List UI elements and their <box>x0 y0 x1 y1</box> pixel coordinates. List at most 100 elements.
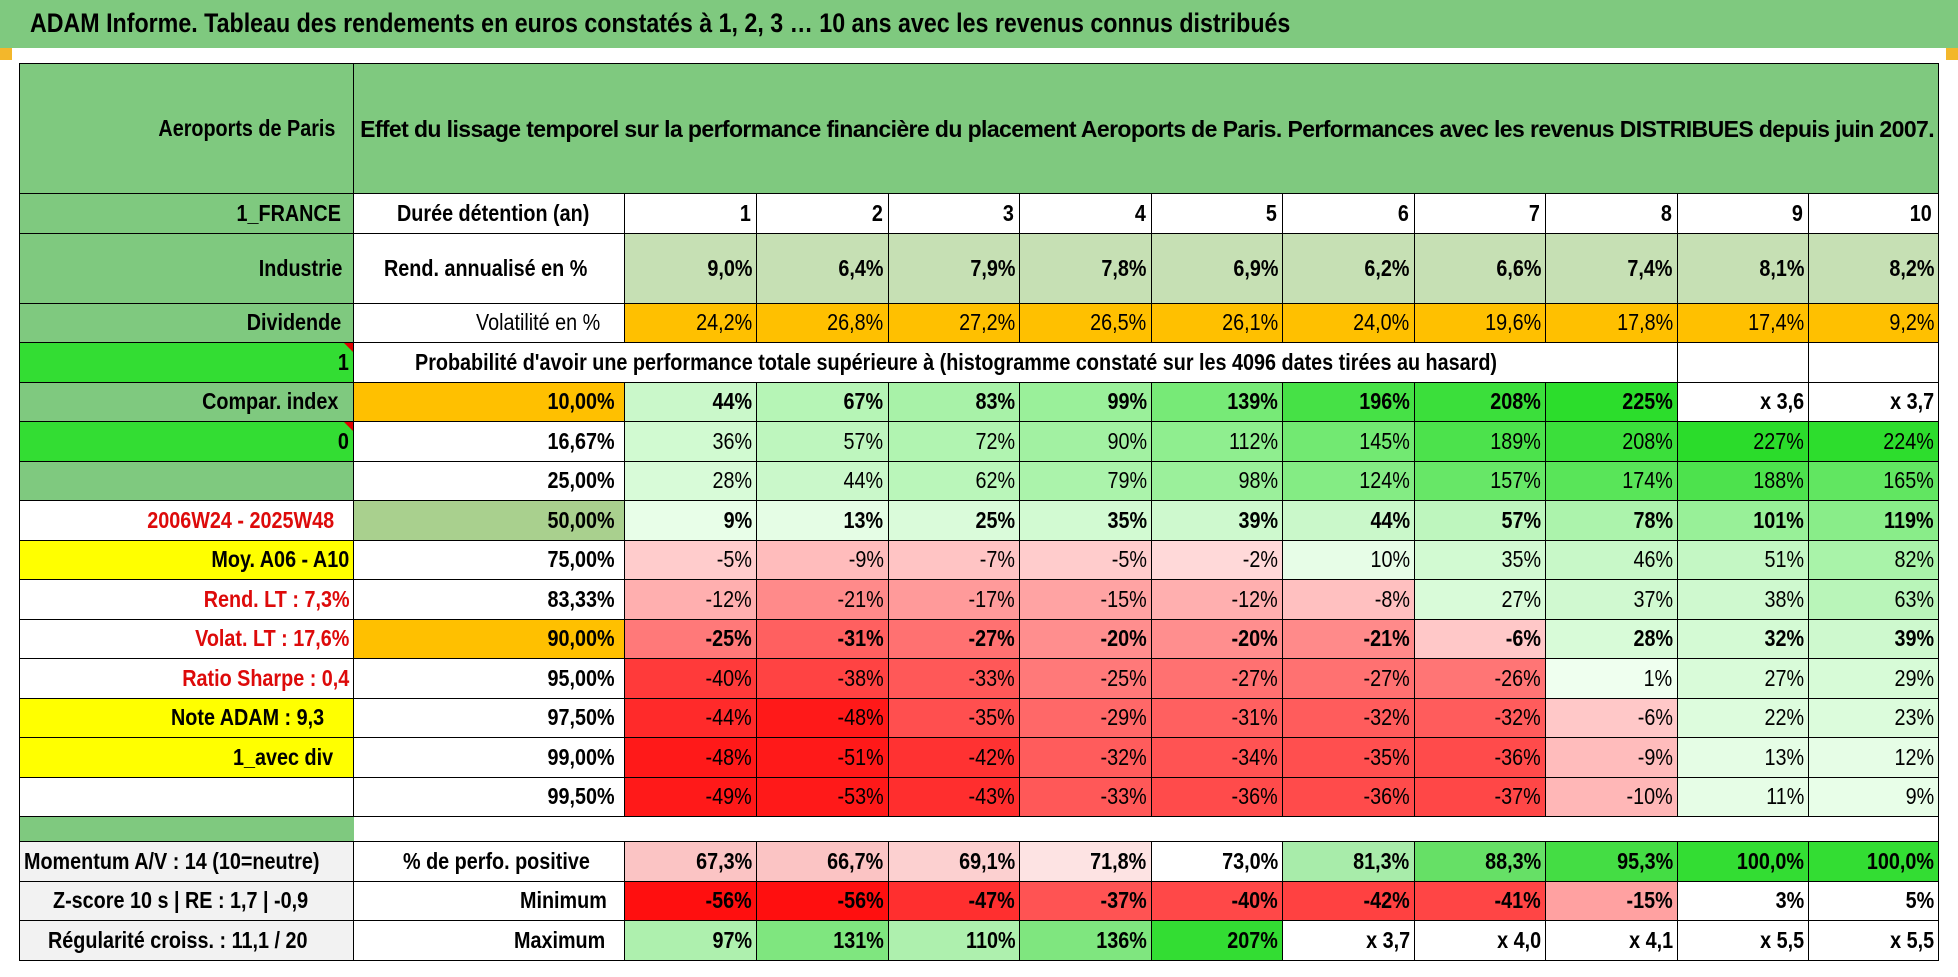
side-sharpe: Ratio Sharpe : 0,4 <box>18 658 355 699</box>
side-sector: Industrie <box>18 232 355 304</box>
maximum-cell: x 3,7 <box>1282 920 1415 961</box>
annual-return-cell: 8,1% <box>1676 232 1810 304</box>
probability-cell: 208% <box>1413 381 1547 422</box>
percentile-label: 10,00% <box>353 381 626 422</box>
annual-return-cell: 7,4% <box>1545 232 1678 304</box>
minimum-cell: 3% <box>1676 880 1810 921</box>
maximum-cell: x 5,5 <box>1676 920 1810 961</box>
probability-cell: 98% <box>1150 460 1284 501</box>
spacer <box>18 816 354 842</box>
probability-cell: 57% <box>1413 500 1547 541</box>
probability-cell: 13% <box>1676 737 1810 778</box>
probability-cell: 23% <box>1808 697 1939 738</box>
probability-cell: 28% <box>624 460 757 501</box>
probability-cell: 35% <box>1019 500 1152 541</box>
title-bar: ADAM Informe. Tableau des rendements en … <box>0 0 1958 60</box>
probability-cell: -15% <box>1019 579 1152 620</box>
probability-cell: x 3,7 <box>1808 381 1939 422</box>
annual-return-cell: 6,6% <box>1413 232 1547 304</box>
positive-perf-cell: 66,7% <box>756 841 889 882</box>
probability-cell: 27% <box>1413 579 1547 620</box>
probability-cell: 51% <box>1676 539 1810 580</box>
probability-cell: 1% <box>1545 658 1678 699</box>
maximum-cell: 97% <box>624 920 757 961</box>
probability-cell: -36% <box>1413 737 1547 778</box>
maximum-cell: 110% <box>887 920 1021 961</box>
positive-perf-cell: 71,8% <box>1019 841 1152 882</box>
annual-return-cell: 7,9% <box>887 232 1021 304</box>
probability-cell: -25% <box>624 618 757 659</box>
probability-cell: -36% <box>1150 776 1284 817</box>
positive-perf-cell: 69,1% <box>887 841 1021 882</box>
minimum-cell: -40% <box>1150 880 1284 921</box>
probability-cell: -33% <box>1019 776 1152 817</box>
year-header: 5 <box>1150 193 1284 234</box>
percentile-label: 90,00% <box>353 618 626 659</box>
minimum-cell: -42% <box>1282 880 1415 921</box>
probability-cell: -21% <box>756 579 889 620</box>
probability-cell: -21% <box>1282 618 1415 659</box>
probability-cell: -20% <box>1150 618 1284 659</box>
minimum-cell: -37% <box>1019 880 1152 921</box>
probability-cell: 90% <box>1019 421 1152 462</box>
side-type: Dividende <box>18 302 355 343</box>
probability-cell: -37% <box>1413 776 1547 817</box>
volatility-cell: 24,2% <box>624 302 757 343</box>
probability-cell: -25% <box>1019 658 1152 699</box>
probability-cell: -26% <box>1413 658 1547 699</box>
year-header: 6 <box>1282 193 1415 234</box>
probability-cell: 10% <box>1282 539 1415 580</box>
probability-cell: -20% <box>1019 618 1152 659</box>
probability-cell: -36% <box>1282 776 1415 817</box>
year-header: 7 <box>1413 193 1547 234</box>
probability-cell: 27% <box>1676 658 1810 699</box>
probability-cell: 67% <box>756 381 889 422</box>
probability-cell: 165% <box>1808 460 1939 501</box>
probability-cell: 57% <box>756 421 889 462</box>
probability-cell: 124% <box>1282 460 1415 501</box>
probability-title: Probabilité d'avoir une performance tota… <box>353 342 1678 383</box>
probability-cell: -35% <box>1282 737 1415 778</box>
probability-cell: 46% <box>1545 539 1678 580</box>
probability-cell: -34% <box>1150 737 1284 778</box>
probability-cell: -48% <box>624 737 757 778</box>
duree-label: Durée détention (an) <box>353 193 626 234</box>
probability-cell: -35% <box>887 697 1021 738</box>
side-moy: Moy. A06 - A10 <box>18 539 355 580</box>
probability-cell: -10% <box>1545 776 1678 817</box>
minimum-cell: -56% <box>624 880 757 921</box>
percentile-label: 75,00% <box>353 539 626 580</box>
minimum-label: Minimum <box>353 880 626 921</box>
probability-cell: 44% <box>624 381 757 422</box>
percentile-label: 83,33% <box>353 579 626 620</box>
volatility-cell: 24,0% <box>1282 302 1415 343</box>
probability-cell: -27% <box>1282 658 1415 699</box>
positive-perf-cell: 67,3% <box>624 841 757 882</box>
probability-cell: 28% <box>1545 618 1678 659</box>
minimum-cell: -47% <box>887 880 1021 921</box>
probability-cell: 44% <box>756 460 889 501</box>
probability-cell: -7% <box>887 539 1021 580</box>
probability-cell: 38% <box>1676 579 1810 620</box>
vol-label: Volatilité en % <box>353 302 626 343</box>
maximum-cell: 131% <box>756 920 889 961</box>
probability-cell: 39% <box>1808 618 1939 659</box>
probability-cell: -40% <box>624 658 757 699</box>
probability-cell: 63% <box>1808 579 1939 620</box>
probability-cell: 189% <box>1413 421 1547 462</box>
probability-cell: -32% <box>1413 697 1547 738</box>
probability-cell: -31% <box>756 618 889 659</box>
side-flag1: 1 <box>18 342 355 383</box>
probability-cell: 227% <box>1676 421 1810 462</box>
probability-cell: 22% <box>1676 697 1810 738</box>
probability-cell: 145% <box>1282 421 1415 462</box>
volatility-cell: 26,5% <box>1019 302 1152 343</box>
maximum-cell: 136% <box>1019 920 1152 961</box>
minimum-cell: -41% <box>1413 880 1547 921</box>
year-header: 2 <box>756 193 889 234</box>
rend-label: Rend. annualisé en % <box>353 232 626 304</box>
probability-cell: 37% <box>1545 579 1678 620</box>
side-empty <box>18 776 355 817</box>
probability-cell: 83% <box>887 381 1021 422</box>
probability-cell: 82% <box>1808 539 1939 580</box>
